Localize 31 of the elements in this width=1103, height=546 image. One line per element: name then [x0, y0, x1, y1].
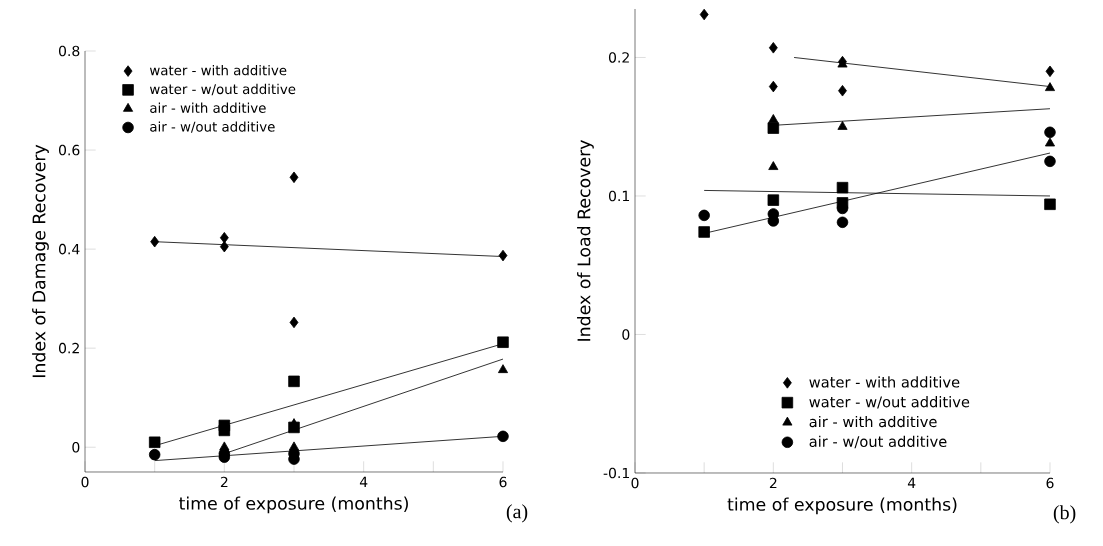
legend-label: water - with additive: [809, 376, 960, 388]
y-tick-label: -0.1: [603, 467, 629, 479]
x-axis-title: time of exposure (months): [727, 497, 957, 515]
y-tick-label: 0.1: [608, 190, 629, 202]
y-tick-label: 0: [622, 329, 630, 340]
y-axis-title: Index of Damage Recovery: [32, 144, 49, 378]
x-tick-label: 6: [499, 476, 507, 488]
y-tick-label: 0.4: [58, 243, 80, 255]
x-tick-label: 0: [631, 477, 639, 489]
y-tick-label: 0.2: [608, 52, 629, 63]
y-tick-label: 0.6: [58, 144, 80, 156]
x-tick-label: 6: [1046, 477, 1054, 489]
y-tick-label: 0.8: [58, 45, 80, 57]
y-axis-title: Index of Load Recovery: [577, 140, 594, 341]
text: (b): [1053, 505, 1076, 524]
y-tick-label: 0: [72, 441, 80, 453]
legend-label: water - w/out additive: [809, 396, 970, 409]
x-tick-label: 2: [220, 476, 228, 488]
legend-label: air - w/out additive: [150, 121, 275, 133]
legend-label: water - w/out additive: [149, 83, 296, 96]
text: (a): [506, 504, 528, 523]
y-tick-label: 0.2: [58, 342, 79, 354]
x-tick-label: 4: [907, 477, 916, 488]
x-tick-label: 4: [359, 476, 368, 487]
legend-label: air - with additive: [150, 102, 266, 113]
x-tick-label: 0: [81, 476, 89, 488]
x-tick-label: 2: [769, 477, 777, 489]
legend-label: air - w/out additive: [809, 435, 947, 449]
legend-label: air - with additive: [809, 415, 937, 428]
x-axis-title: time of exposure (months): [179, 496, 408, 514]
legend-label: water - with additive: [149, 65, 287, 76]
